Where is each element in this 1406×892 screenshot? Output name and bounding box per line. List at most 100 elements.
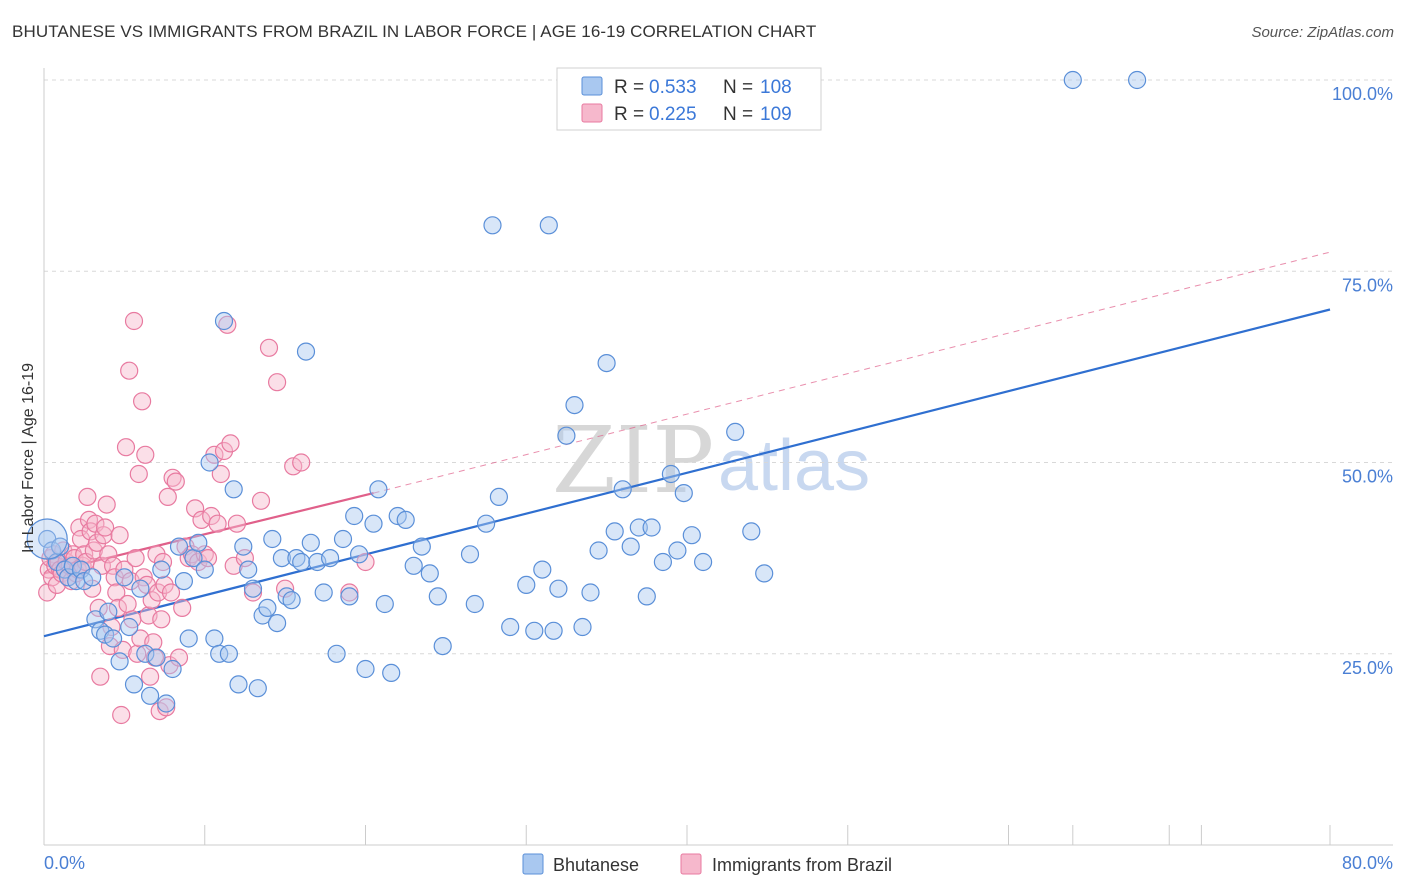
point-bhutanese xyxy=(557,426,576,445)
point-brazil xyxy=(108,598,128,618)
point-brazil xyxy=(214,441,234,461)
point-brazil xyxy=(158,487,177,506)
point-bhutanese xyxy=(214,311,234,331)
point-bhutanese xyxy=(742,522,761,541)
point-bhutanese xyxy=(219,644,238,663)
point-brazil xyxy=(91,667,110,686)
point-brazil xyxy=(259,338,279,357)
point-brazil xyxy=(268,373,287,392)
point-brazil xyxy=(198,548,218,568)
point-bhutanese xyxy=(152,560,171,579)
trend-line-bhutanese xyxy=(43,308,1331,638)
point-bhutanese xyxy=(50,537,70,556)
data-points xyxy=(26,70,1147,725)
point-bhutanese xyxy=(141,686,160,705)
series-legend: Bhutanese Immigrants from Brazil xyxy=(522,853,892,875)
legend-swatch-brazil xyxy=(581,103,603,123)
point-brazil xyxy=(97,495,116,514)
point-bhutanese xyxy=(693,552,713,572)
point-bhutanese xyxy=(157,694,176,713)
point-brazil xyxy=(110,526,129,545)
point-bhutanese xyxy=(136,644,155,663)
y-tick-label: 75.0% xyxy=(1342,275,1393,295)
point-bhutanese xyxy=(668,541,687,560)
legend-n-label-2: N = xyxy=(723,104,753,125)
point-brazil xyxy=(235,548,254,568)
legend-r-label-1: R = xyxy=(614,77,644,98)
point-bhutanese xyxy=(174,571,193,591)
point-bhutanese xyxy=(147,648,166,667)
point-brazil xyxy=(276,579,295,598)
point-brazil xyxy=(155,575,174,595)
point-bhutanese xyxy=(327,644,346,663)
point-brazil xyxy=(75,545,94,564)
point-bhutanese xyxy=(200,453,219,472)
point-brazil xyxy=(94,526,113,545)
point-bhutanese xyxy=(333,529,353,549)
point-brazil xyxy=(112,705,131,725)
point-brazil xyxy=(99,545,118,564)
point-brazil xyxy=(126,548,145,568)
point-bhutanese xyxy=(248,679,267,698)
point-bhutanese xyxy=(179,629,198,648)
point-bhutanese xyxy=(120,617,139,637)
point-bhutanese xyxy=(642,518,661,537)
point-bhutanese xyxy=(314,583,333,602)
point-brazil xyxy=(129,464,148,484)
point-bhutanese xyxy=(661,464,681,484)
point-brazil xyxy=(118,594,137,614)
point-bhutanese xyxy=(420,564,439,583)
point-bhutanese xyxy=(115,568,134,587)
legend-r-value-1: 0.533 xyxy=(649,77,697,98)
point-bhutanese xyxy=(597,354,616,373)
correlation-legend: R = 0.533 N = 108 R = 0.225 N = 109 xyxy=(556,67,822,131)
point-bhutanese xyxy=(549,579,568,598)
point-bhutanese xyxy=(83,568,102,587)
legend-n-value-2: 109 xyxy=(760,104,792,125)
point-bhutanese xyxy=(375,594,394,614)
point-bhutanese xyxy=(396,510,415,530)
point-bhutanese xyxy=(605,522,624,541)
point-bhutanese xyxy=(282,591,301,610)
point-bhutanese xyxy=(272,548,291,568)
point-bhutanese xyxy=(301,533,320,552)
point-bhutanese xyxy=(726,422,745,441)
point-brazil xyxy=(149,583,168,602)
point-bhutanese xyxy=(131,579,150,598)
point-bhutanese xyxy=(296,342,316,361)
point-bhutanese-cluster xyxy=(26,518,68,560)
point-bhutanese xyxy=(1127,70,1147,90)
legend-n-label-1: N = xyxy=(723,77,753,98)
y-tick-label: 100.0% xyxy=(1332,84,1393,104)
point-bhutanese xyxy=(382,663,401,683)
point-bhutanese xyxy=(263,529,282,549)
legend-r-value-2: 0.225 xyxy=(649,104,697,125)
point-brazil xyxy=(136,445,155,464)
point-bhutanese xyxy=(428,587,447,606)
point-bhutanese xyxy=(169,537,189,556)
point-brazil xyxy=(116,438,136,457)
point-bhutanese xyxy=(239,560,258,579)
point-bhutanese xyxy=(501,617,520,637)
point-brazil xyxy=(152,610,171,629)
point-bhutanese xyxy=(345,506,364,526)
point-bhutanese xyxy=(99,602,118,621)
point-brazil xyxy=(161,583,181,602)
point-bhutanese xyxy=(544,621,563,640)
point-bhutanese xyxy=(229,675,248,694)
point-bhutanese xyxy=(356,659,375,679)
point-bhutanese xyxy=(224,480,243,499)
y-axis-label: In Labor Force | Age 16-19 xyxy=(20,363,37,553)
x-tick-label-max: 80.0% xyxy=(1342,853,1393,873)
point-bhutanese xyxy=(258,598,277,618)
point-bhutanese xyxy=(539,216,558,235)
point-brazil xyxy=(173,598,192,618)
point-brazil xyxy=(227,514,246,533)
point-brazil xyxy=(87,533,107,552)
point-bhutanese xyxy=(268,613,287,633)
trend-line-brazil xyxy=(43,492,374,575)
bottom-legend-swatch-brazil xyxy=(680,853,702,875)
point-bhutanese xyxy=(340,587,359,606)
point-bhutanese xyxy=(621,537,640,556)
y-tick-label: 25.0% xyxy=(1342,658,1393,678)
